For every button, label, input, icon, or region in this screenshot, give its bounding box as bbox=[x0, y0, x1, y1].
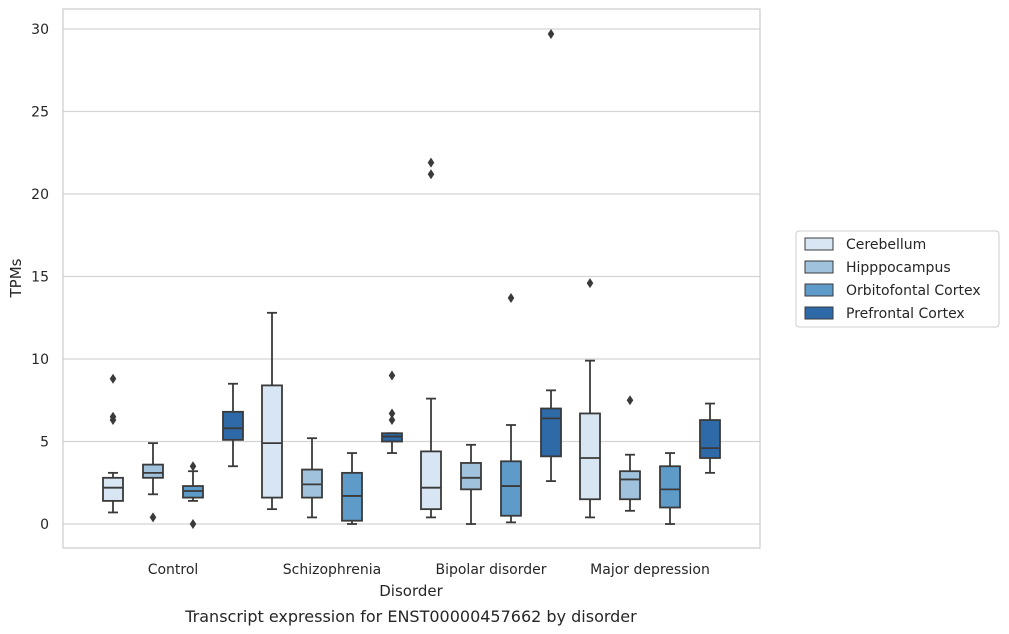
box-3-1 bbox=[619, 395, 641, 512]
chart-caption: Transcript expression for ENST0000045766… bbox=[184, 607, 637, 626]
y-tick-label-5: 25 bbox=[31, 105, 49, 121]
box-0-2 bbox=[182, 461, 204, 529]
category-group-1 bbox=[261, 311, 403, 525]
category-group-3 bbox=[579, 278, 721, 525]
box-iqr bbox=[420, 450, 442, 511]
y-axis-ticks: 0 5 10 15 20 25 30 bbox=[31, 22, 49, 533]
box-iqr bbox=[460, 462, 482, 491]
x-tick-label-2: Bipolar disorder bbox=[435, 562, 546, 578]
y-tick-label-2: 10 bbox=[31, 352, 49, 368]
x-tick-label-0: Control bbox=[148, 562, 199, 578]
box-0-0 bbox=[102, 373, 124, 514]
box-iqr bbox=[222, 410, 244, 441]
box-iqr bbox=[142, 463, 164, 479]
outlier-point-0 bbox=[626, 395, 634, 406]
y-tick-label-3: 15 bbox=[31, 270, 49, 286]
outlier-point-1 bbox=[189, 519, 197, 529]
outlier-point-2 bbox=[109, 415, 117, 426]
box-2-0 bbox=[420, 157, 442, 519]
grid-lines bbox=[63, 28, 760, 525]
outlier-point-2 bbox=[388, 415, 396, 426]
legend-label-2: Orbitofontal Cortex bbox=[846, 283, 981, 299]
x-axis-title: Disorder bbox=[379, 582, 443, 600]
plot-area-background bbox=[63, 9, 760, 548]
box-iqr bbox=[619, 470, 641, 501]
box-0-1 bbox=[142, 442, 164, 523]
box-groups bbox=[102, 28, 721, 529]
legend-label-3: Prefrontal Cortex bbox=[846, 306, 965, 322]
y-tick-label-6: 30 bbox=[31, 22, 49, 38]
category-group-2 bbox=[420, 28, 562, 525]
box-iqr bbox=[540, 407, 562, 458]
outlier-point-0 bbox=[189, 461, 197, 472]
outlier-point-0 bbox=[109, 373, 117, 384]
box-2-1 bbox=[460, 443, 482, 525]
box-iqr bbox=[500, 460, 522, 517]
box-1-2 bbox=[341, 452, 363, 525]
y-axis-title: TPMs bbox=[7, 258, 25, 298]
box-3-3 bbox=[699, 402, 721, 474]
box-1-3 bbox=[381, 370, 403, 454]
outlier-point-0 bbox=[507, 292, 515, 303]
box-1-1 bbox=[301, 437, 323, 519]
legend-swatch-2 bbox=[804, 283, 834, 297]
box-iqr bbox=[699, 419, 721, 459]
outlier-point-0 bbox=[586, 278, 594, 289]
legend-swatch-0 bbox=[804, 237, 834, 251]
legend-label-1: Hipppocampus bbox=[846, 260, 951, 276]
x-tick-label-3: Major depression bbox=[590, 562, 710, 578]
legend: Cerebellum Hipppocampus Orbitofontal Corte… bbox=[795, 230, 1000, 328]
y-tick-label-0: 0 bbox=[40, 517, 49, 533]
legend-label-0: Cerebellum bbox=[846, 237, 926, 253]
category-group-0 bbox=[102, 373, 244, 529]
box-iqr bbox=[102, 476, 124, 502]
x-axis-ticks: Control Schizophrenia Bipolar disorder Majo… bbox=[148, 562, 710, 578]
box-iqr bbox=[261, 384, 283, 499]
outlier-point-1 bbox=[427, 157, 435, 168]
legend-swatch-1 bbox=[804, 260, 834, 274]
outlier-point-0 bbox=[149, 512, 157, 523]
box-1-0 bbox=[261, 311, 283, 511]
box-2-3 bbox=[540, 28, 562, 483]
box-3-2 bbox=[659, 452, 681, 525]
outlier-point-0 bbox=[427, 169, 435, 180]
plot-frame bbox=[62, 8, 761, 549]
legend-frame bbox=[795, 230, 1000, 328]
box-3-0 bbox=[579, 278, 601, 519]
box-0-3 bbox=[222, 382, 244, 468]
y-tick-label-4: 20 bbox=[31, 187, 49, 203]
outlier-point-1 bbox=[388, 408, 396, 419]
box-iqr bbox=[579, 412, 601, 501]
box-iqr bbox=[659, 465, 681, 509]
y-tick-label-1: 5 bbox=[40, 435, 49, 451]
legend-swatch-3 bbox=[804, 306, 834, 320]
outlier-point-0 bbox=[388, 370, 396, 381]
x-tick-label-1: Schizophrenia bbox=[283, 562, 381, 578]
box-2-2 bbox=[500, 292, 522, 524]
outlier-point-0 bbox=[547, 28, 555, 39]
